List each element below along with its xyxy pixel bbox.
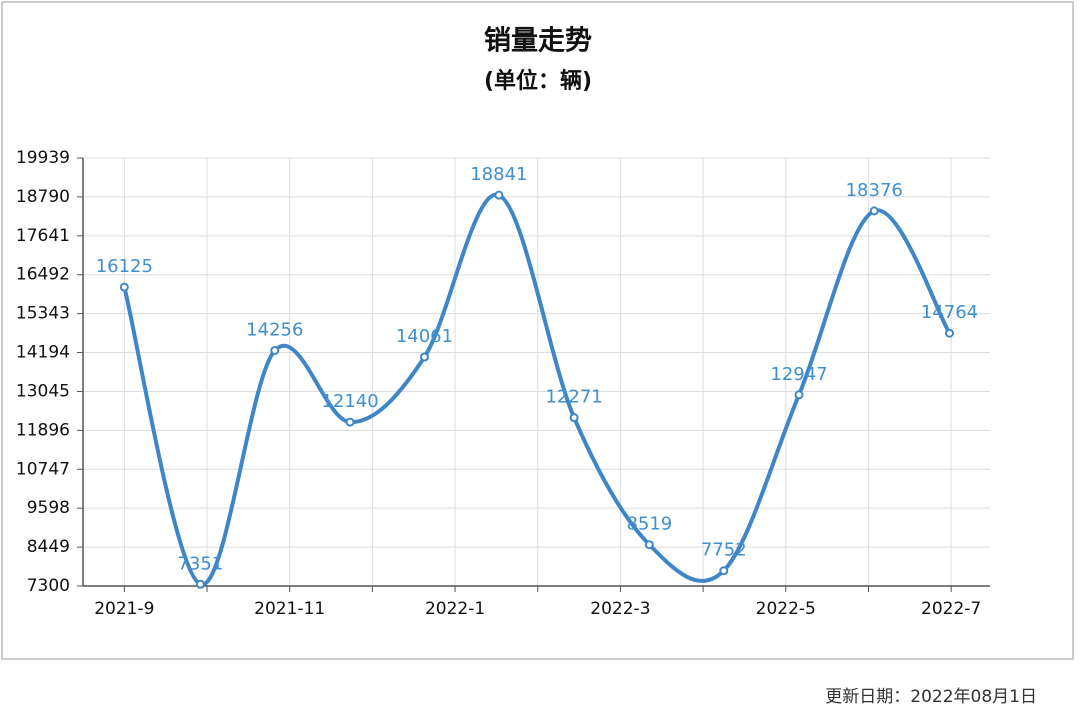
data-label: 14764 bbox=[921, 302, 978, 323]
data-point bbox=[944, 328, 954, 338]
chart-subtitle: (单位：辆) bbox=[484, 68, 592, 94]
data-point bbox=[794, 390, 804, 400]
y-tick-label: 14194 bbox=[16, 343, 70, 363]
y-tick-label: 19939 bbox=[16, 148, 70, 168]
data-point bbox=[644, 540, 654, 550]
data-label: 14256 bbox=[246, 319, 303, 340]
data-label: 16125 bbox=[96, 256, 153, 277]
y-tick-label: 11896 bbox=[16, 420, 70, 440]
y-tick-label: 7300 bbox=[27, 576, 70, 596]
data-label: 7752 bbox=[701, 540, 747, 561]
data-point bbox=[419, 352, 429, 362]
data-point bbox=[494, 190, 504, 200]
y-tick-label: 18790 bbox=[16, 187, 70, 207]
y-tick-label: 8449 bbox=[27, 537, 70, 557]
data-label: 12271 bbox=[545, 387, 602, 408]
data-point bbox=[119, 282, 129, 292]
x-tick-label: 2022-5 bbox=[756, 599, 816, 619]
y-tick-label: 13045 bbox=[16, 381, 70, 401]
data-label: 14061 bbox=[396, 326, 453, 347]
data-point bbox=[195, 579, 205, 589]
y-tick-label: 9598 bbox=[27, 498, 70, 518]
y-tick-label: 15343 bbox=[16, 304, 70, 324]
x-tick-label: 2022-7 bbox=[921, 599, 981, 619]
footnote: 更新日期：2022年08月1日 bbox=[825, 687, 1037, 707]
y-tick-label: 16492 bbox=[16, 265, 70, 285]
data-label: 18376 bbox=[846, 180, 903, 201]
data-label: 7351 bbox=[177, 553, 223, 574]
series-line bbox=[122, 193, 952, 587]
data-point bbox=[270, 345, 280, 355]
data-label: 8519 bbox=[626, 514, 672, 535]
y-tick-label: 10747 bbox=[16, 459, 70, 479]
data-point bbox=[345, 417, 355, 427]
data-label: 18841 bbox=[470, 164, 527, 185]
x-tick-label: 2021-11 bbox=[254, 599, 325, 619]
x-tick-label: 2022-1 bbox=[425, 599, 485, 619]
x-tick-label: 2021-9 bbox=[94, 599, 154, 619]
data-label: 12140 bbox=[321, 391, 378, 412]
data-point bbox=[719, 566, 729, 576]
chart-title: 销量走势 bbox=[484, 26, 592, 57]
y-tick-label: 17641 bbox=[16, 226, 70, 246]
data-label: 12947 bbox=[770, 364, 827, 385]
x-tick-label: 2022-3 bbox=[590, 599, 650, 619]
data-point bbox=[569, 413, 579, 423]
data-point bbox=[869, 206, 879, 216]
